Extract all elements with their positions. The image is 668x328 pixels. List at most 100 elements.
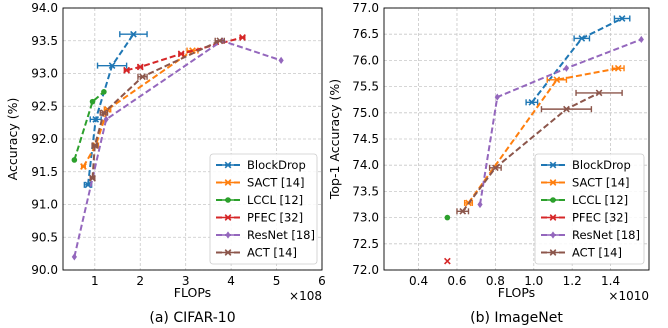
- legend-marker-blockdrop: [224, 161, 232, 169]
- legend-marker-lccl-12: [225, 197, 231, 203]
- x-tick-label: 1.4: [601, 274, 620, 288]
- legend-label-resnet-18: ResNet [18]: [572, 228, 640, 242]
- legend-label-lccl-12: LCCL [12]: [572, 193, 628, 207]
- legend-marker-pfec-32: [549, 214, 557, 221]
- data-point-sact-14: [80, 163, 87, 170]
- imagenet-panel: 0.4 0.6 0.8 1.0 1.2 1.4 72.0 72.5 73.0 73.5 74.0 74…: [327, 1, 650, 326]
- data-point-sact-14: [614, 64, 622, 72]
- cifar10-panel: 1 2 3 4 5 6 90.0 90.5 91.0 91.5 92.0 92.5 93.0 93.5 94…: [5, 1, 326, 326]
- x-tick-label: 1.2: [563, 274, 582, 288]
- x-offset-label: ×1010: [608, 289, 649, 303]
- data-point-act-14: [216, 37, 224, 45]
- series-line-lccl-12: [73, 91, 105, 161]
- legend-label-act-14: ACT [14]: [247, 246, 297, 260]
- x-tick-label: 0.6: [447, 274, 466, 288]
- x-tick-label: 3: [182, 274, 190, 288]
- x-axis-label: FLOPs: [498, 285, 535, 300]
- x-tick-label: 2: [136, 274, 144, 288]
- y-tick-label: 93.0: [31, 67, 58, 81]
- series-line-sact-14: [82, 49, 194, 168]
- legend-label-pfec-32: PFEC [32]: [572, 211, 628, 225]
- data-point-resnet-18: [278, 56, 284, 64]
- legend-label-sact-14: SACT [14]: [572, 176, 630, 190]
- data-point-lccl-12: [444, 214, 451, 221]
- x-offset-label: ×108: [289, 289, 322, 303]
- y-tick-label: 92.0: [31, 132, 58, 146]
- x-tick-label: 5: [273, 274, 281, 288]
- data-point-act-14: [492, 164, 499, 172]
- y-tick-label: 73.0: [352, 211, 379, 225]
- data-point-blockdrop: [130, 30, 137, 38]
- y-tick-label: 77.0: [352, 1, 379, 15]
- data-point-pfec-32: [239, 34, 246, 41]
- legend-marker-resnet-18: [550, 231, 556, 239]
- y-tick-label: 74.5: [352, 132, 379, 146]
- legend-marker-sact-14: [224, 179, 232, 186]
- data-point-act-14: [89, 174, 96, 182]
- data-point-blockdrop: [84, 181, 92, 189]
- data-point-act-14: [563, 105, 570, 113]
- data-point-blockdrop: [108, 62, 116, 70]
- data-point-lccl-12: [101, 89, 107, 95]
- y-tick-label: 91.0: [31, 198, 58, 212]
- y-tick-label: 92.5: [31, 99, 58, 113]
- y-axis-label: Accuracy (%): [5, 98, 20, 181]
- x-tick-label: 0.8: [486, 274, 505, 288]
- y-tick-label: 76.5: [352, 27, 379, 41]
- y-tick-label: 93.5: [31, 34, 58, 48]
- legend-label-blockdrop: BlockDrop: [247, 158, 306, 172]
- legend-marker-act-14: [224, 249, 232, 256]
- legend-marker-pfec-32: [224, 214, 232, 221]
- y-tick-label: 74.0: [352, 158, 379, 172]
- data-point-resnet-18: [563, 64, 570, 72]
- panel-caption: (a) CIFAR-10: [149, 310, 235, 326]
- data-point-resnet-18: [71, 253, 77, 261]
- data-point-sact-14: [553, 76, 561, 84]
- data-point-act-14: [100, 109, 108, 117]
- data-point-act-14: [595, 89, 603, 97]
- legend-label-blockdrop: BlockDrop: [572, 158, 631, 172]
- legend-label-pfec-32: PFEC [32]: [247, 211, 303, 225]
- data-point-blockdrop: [528, 98, 536, 106]
- legend-label-lccl-12: LCCL [12]: [247, 193, 303, 207]
- legend: BlockDrop SACT [14] LCCL [12] PFEC [32] ResN…: [209, 153, 318, 265]
- data-point-act-14: [91, 142, 99, 149]
- data-point-pfec-32: [444, 257, 451, 265]
- data-point-act-14: [459, 207, 467, 215]
- x-tick-label: 6: [318, 274, 326, 288]
- data-point-blockdrop: [578, 35, 586, 42]
- series-layer: [71, 30, 284, 261]
- data-point-pfec-32: [136, 63, 144, 71]
- legend-marker-act-14: [549, 249, 557, 256]
- legend-label-sact-14: SACT [14]: [247, 176, 305, 190]
- data-point-resnet-18: [494, 93, 500, 101]
- y-tick-label: 90.5: [31, 230, 58, 244]
- series-line-resnet-18: [73, 39, 282, 258]
- panel-caption: (b) ImageNet: [470, 310, 563, 326]
- series-line-resnet-18: [479, 38, 642, 205]
- x-tick-label: 0.4: [409, 274, 428, 288]
- legend-marker-lccl-12: [550, 197, 556, 203]
- series-layer: [444, 15, 644, 265]
- y-tick-label: 91.5: [31, 165, 58, 179]
- y-tick-label: 75.5: [352, 80, 379, 94]
- series-line-act-14: [461, 91, 600, 212]
- y-tick-label: 73.5: [352, 184, 379, 198]
- legend-marker-sact-14: [549, 179, 557, 186]
- data-point-pfec-32: [123, 66, 130, 74]
- legend-marker-resnet-18: [225, 231, 231, 239]
- data-point-pfec-32: [177, 50, 185, 58]
- y-axis-label: Top-1 Accuracy (%): [327, 79, 342, 200]
- data-point-resnet-18: [638, 35, 644, 44]
- data-point-act-14: [139, 73, 146, 81]
- x-tick-label: 1: [91, 274, 99, 288]
- y-tick-label: 75.0: [352, 106, 379, 120]
- legend: BlockDrop SACT [14] LCCL [12] PFEC [32] ResN…: [534, 153, 645, 265]
- x-axis-label: FLOPs: [174, 285, 211, 300]
- y-tick-label: 94.0: [31, 1, 58, 15]
- data-point-resnet-18: [477, 200, 483, 209]
- legend-label-resnet-18: ResNet [18]: [247, 228, 315, 242]
- series-line-sact-14: [467, 67, 619, 204]
- data-point-blockdrop: [92, 115, 100, 123]
